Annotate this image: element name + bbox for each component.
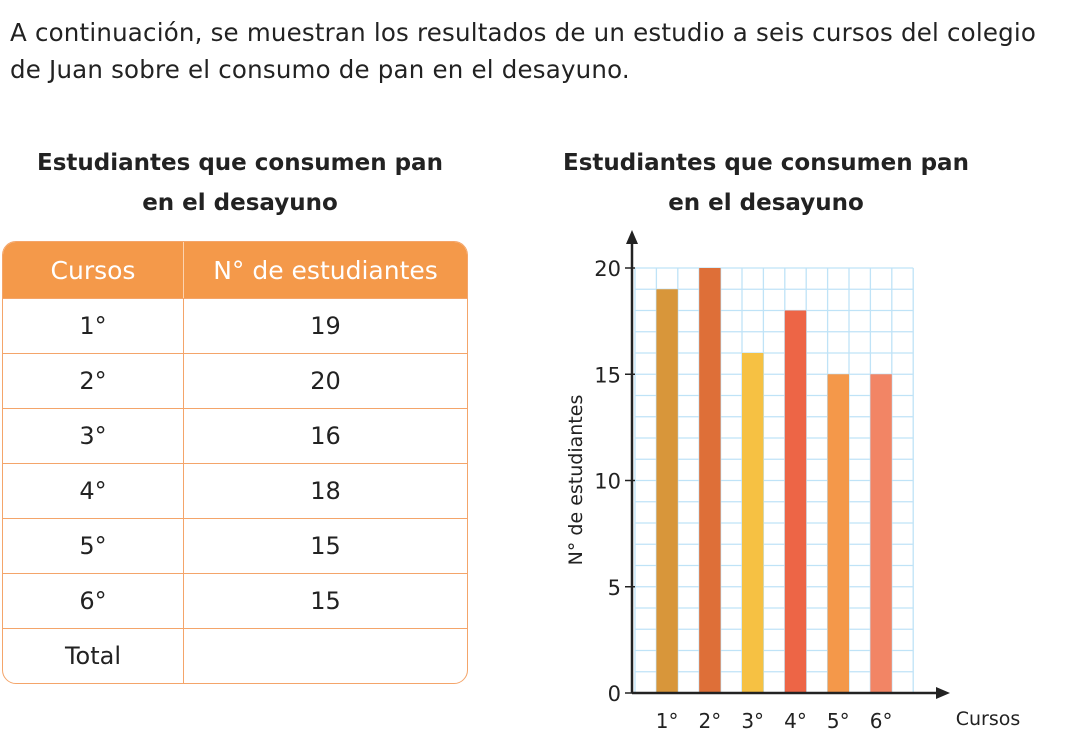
table-row: 2° 20 [3, 353, 467, 408]
cell-estudiantes: 20 [184, 353, 467, 408]
bar [656, 289, 678, 693]
bar [870, 374, 892, 693]
y-tick-label: 0 [608, 682, 621, 706]
cell-curso: 6° [3, 573, 184, 628]
intro-text: A continuación, se muestran los resultad… [10, 18, 1037, 84]
table-row: Total [3, 628, 467, 683]
header-cursos: Cursos [3, 242, 184, 298]
x-axis-label: Cursos [956, 708, 1021, 730]
x-tick-label: 1° [656, 709, 679, 733]
chart-title: Estudiantes que consumen pan en el desay… [563, 150, 969, 216]
x-axis-arrow-icon [936, 687, 950, 699]
cell-estudiantes [184, 628, 467, 683]
y-tick-label: 10 [594, 470, 621, 494]
header-estudiantes: N° de estudiantes [184, 242, 467, 298]
bar [827, 374, 849, 693]
y-axis-arrow-icon [626, 230, 638, 244]
x-tick-label: 4° [784, 709, 807, 733]
bar [699, 268, 721, 693]
cell-estudiantes: 16 [184, 408, 467, 463]
table-row: 5° 15 [3, 518, 467, 573]
cell-curso: 5° [3, 518, 184, 573]
x-tick-label: 3° [741, 709, 764, 733]
y-axis-label: N° de estudiantes [565, 395, 587, 566]
cell-curso: 2° [3, 353, 184, 408]
y-tick-label: 20 [594, 257, 621, 281]
table-row: 4° 18 [3, 463, 467, 518]
cell-curso: 4° [3, 463, 184, 518]
data-table: Cursos N° de estudiantes 1° 19 2° 20 3° 16 4° 1… [2, 241, 468, 684]
x-tick-label: 2° [699, 709, 722, 733]
x-tick-label: 6° [870, 709, 893, 733]
bar [742, 353, 764, 693]
table-row: 6° 15 [3, 573, 467, 628]
x-tick-label: 5° [827, 709, 850, 733]
table-title: Estudiantes que consumen pan en el desay… [37, 150, 443, 216]
cell-curso: 1° [3, 298, 184, 353]
cell-estudiantes: 19 [184, 298, 467, 353]
cell-curso: 3° [3, 408, 184, 463]
cell-estudiantes: 18 [184, 463, 467, 518]
table-row: 1° 19 [3, 298, 467, 353]
y-tick-label: 5 [608, 576, 621, 600]
cell-estudiantes: 15 [184, 518, 467, 573]
cell-estudiantes: 15 [184, 573, 467, 628]
cell-curso: Total [3, 628, 184, 683]
y-tick-label: 15 [594, 363, 621, 387]
bar [784, 310, 807, 693]
table-row: 3° 16 [3, 408, 467, 463]
